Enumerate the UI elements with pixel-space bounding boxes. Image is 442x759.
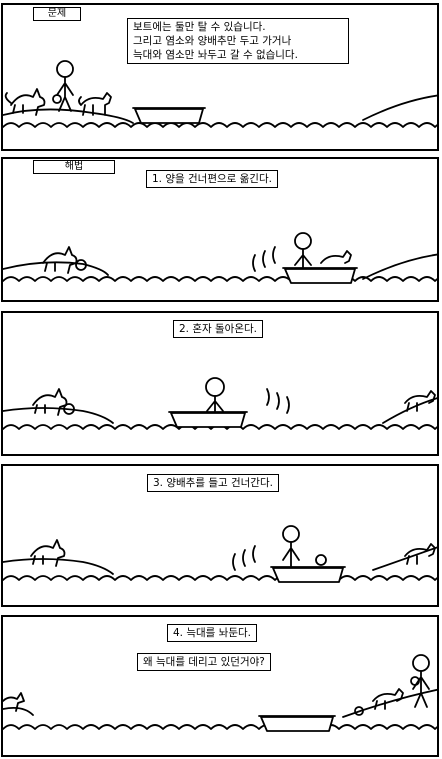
water-waves xyxy=(3,575,437,581)
speech-caption: 왜 늑대를 데리고 있던거야? xyxy=(137,653,271,671)
cabbage xyxy=(354,706,364,716)
step-4-caption: 4. 늑대를 놔둔다. xyxy=(167,624,257,642)
right-bank xyxy=(382,397,437,424)
step-2-caption: 2. 혼자 돌아온다. xyxy=(173,320,263,338)
problem-caption: 보트에는 둘만 탈 수 있습니다. 그리고 염소와 양배추만 두고 가거나 늑대… xyxy=(127,18,349,64)
water-waves xyxy=(3,724,437,730)
boat xyxy=(282,267,358,284)
cabbage xyxy=(75,259,87,271)
motion-lines xyxy=(266,388,290,414)
left-bank xyxy=(3,261,109,276)
wolf-figure xyxy=(4,88,46,116)
comic-panel-4: 3. 양배추를 들고 건너간다. xyxy=(1,464,439,607)
stick-figure-man xyxy=(282,525,300,567)
goat-figure xyxy=(404,543,436,565)
solution-tag: 해법 xyxy=(33,160,115,174)
stick-figure-man xyxy=(205,377,225,412)
goat-figure xyxy=(372,688,404,710)
boat xyxy=(168,411,248,428)
panel-3-scene xyxy=(3,377,437,430)
goat-figure xyxy=(320,250,352,264)
step-1-caption: 1. 양을 건너편으로 옮긴다. xyxy=(146,170,278,188)
stick-figure-man xyxy=(52,60,74,112)
water-waves xyxy=(3,276,437,282)
comic-panel-2: 해법 1. 양을 건너편으로 옮긴다. xyxy=(1,157,439,302)
cabbage xyxy=(63,403,75,415)
panel-5-scene xyxy=(3,654,437,732)
cabbage xyxy=(315,554,327,566)
comic-panel-1: 문제 보트에는 둘만 탈 수 있습니다. 그리고 염소와 양배추만 두고 가거나… xyxy=(1,3,439,151)
motion-lines xyxy=(252,246,276,272)
panel-1-scene xyxy=(3,60,437,128)
boat xyxy=(270,566,346,583)
left-bank xyxy=(3,407,114,424)
right-bank xyxy=(342,688,437,718)
panel-2-scene xyxy=(3,232,437,284)
water-waves xyxy=(3,424,437,430)
water-waves xyxy=(3,122,437,128)
wolf-figure xyxy=(30,539,66,567)
comic-panel-3: 2. 혼자 돌아온다. xyxy=(1,311,439,456)
motion-lines xyxy=(232,545,256,571)
stick-figure-man xyxy=(410,654,430,708)
goat-figure xyxy=(404,390,436,412)
goat-figure xyxy=(78,92,112,116)
step-3-caption: 3. 양배추를 들고 건너간다. xyxy=(147,474,279,492)
left-bank xyxy=(3,558,114,575)
right-bank xyxy=(372,546,437,571)
wolf-figure xyxy=(3,692,25,712)
wolf-figure xyxy=(42,246,78,274)
right-bank xyxy=(362,253,437,280)
panel-4-scene xyxy=(3,525,437,583)
stick-figure-man xyxy=(294,232,312,268)
problem-tag: 문제 xyxy=(33,7,81,21)
boat xyxy=(132,107,206,124)
left-bank xyxy=(3,706,34,716)
right-bank xyxy=(362,94,437,121)
boat xyxy=(258,715,336,732)
comic-panel-5: 4. 늑대를 놔둔다. 왜 늑대를 데리고 있던거야? xyxy=(1,615,439,757)
wolf-figure xyxy=(32,388,68,416)
